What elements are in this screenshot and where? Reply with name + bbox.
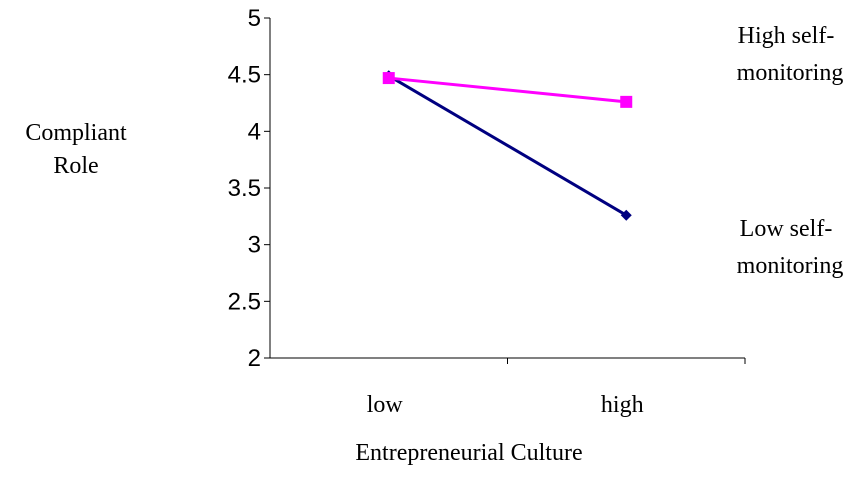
- x-ticks: low high: [367, 358, 746, 418]
- series-layer: [382, 70, 633, 221]
- legend-low-line-1: Low self-: [740, 216, 833, 242]
- y-axis-label-line-1: Compliant: [25, 120, 127, 146]
- series-line: [388, 76, 627, 104]
- y-tick-label: 3.5: [228, 175, 261, 202]
- legend: High self- monitoring Low self- monitori…: [737, 23, 844, 279]
- x-tick-label: high: [601, 392, 644, 418]
- y-tick-label: 5: [248, 5, 261, 32]
- x-axis-label: Entrepreneurial Culture: [355, 440, 582, 466]
- legend-high-line-1: High self-: [738, 23, 835, 49]
- y-tick-label: 4: [248, 118, 261, 145]
- legend-high-line-2: monitoring: [737, 60, 844, 86]
- legend-entry-low-self-monitoring: Low self- monitoring: [737, 216, 844, 279]
- series-line: [387, 74, 628, 217]
- y-tick-label: 4.5: [228, 62, 261, 89]
- y-tick-label: 3: [248, 232, 261, 259]
- x-tick-label: low: [367, 392, 404, 418]
- legend-low-line-2: monitoring: [737, 253, 844, 279]
- legend-entry-high-self-monitoring: High self- monitoring: [737, 23, 844, 86]
- series-low-self-monitoring: [383, 70, 632, 221]
- data-point: [620, 209, 632, 221]
- data-point: [620, 95, 633, 108]
- x-axis: low high: [270, 357, 746, 418]
- y-axis-label-line-2: Role: [53, 153, 98, 179]
- y-axis: 2 2.5 3 3.5 4 4.5 5: [228, 5, 271, 372]
- y-axis-label: Compliant Role: [25, 120, 127, 179]
- y-tick-label: 2.5: [228, 288, 261, 315]
- y-ticks: 2 2.5 3 3.5 4 4.5 5: [228, 5, 270, 372]
- series-high-self-monitoring: [382, 72, 633, 108]
- y-tick-label: 2: [248, 345, 261, 372]
- data-point: [382, 72, 395, 85]
